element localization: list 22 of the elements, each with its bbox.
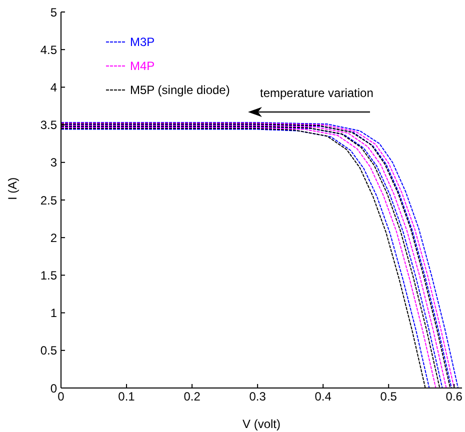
x-tick-label: 0.1 <box>118 390 136 404</box>
legend-label: M3P <box>130 34 155 51</box>
y-tick-label: 2.5 <box>40 193 58 208</box>
y-tick-label: 4 <box>50 80 58 94</box>
y-tick-label: 3 <box>50 156 58 170</box>
x-tick-label: 0.5 <box>380 390 398 404</box>
legend-label: M4P <box>130 58 155 75</box>
y-tick-label: 4.5 <box>40 42 58 57</box>
x-tick-label: 0.6 <box>446 390 463 404</box>
x-axis-title: V (volt) <box>242 417 281 431</box>
x-tick-label: 0.4 <box>314 390 332 404</box>
annotation: temperature variation <box>260 86 374 100</box>
y-tick-label: 3.5 <box>40 118 58 132</box>
y-axis-title: I (A) <box>5 177 20 200</box>
y-tick-label: 0.5 <box>40 344 58 358</box>
legend-label: M5P (single diode) <box>130 82 230 99</box>
x-tick-label: 0.2 <box>184 390 201 404</box>
y-tick-label: 1 <box>50 306 58 320</box>
y-tick-label: 1.5 <box>40 268 58 282</box>
y-tick-label: 5 <box>50 5 58 20</box>
y-tick-label: 2 <box>50 230 58 245</box>
x-tick-label: 0.3 <box>249 390 266 404</box>
